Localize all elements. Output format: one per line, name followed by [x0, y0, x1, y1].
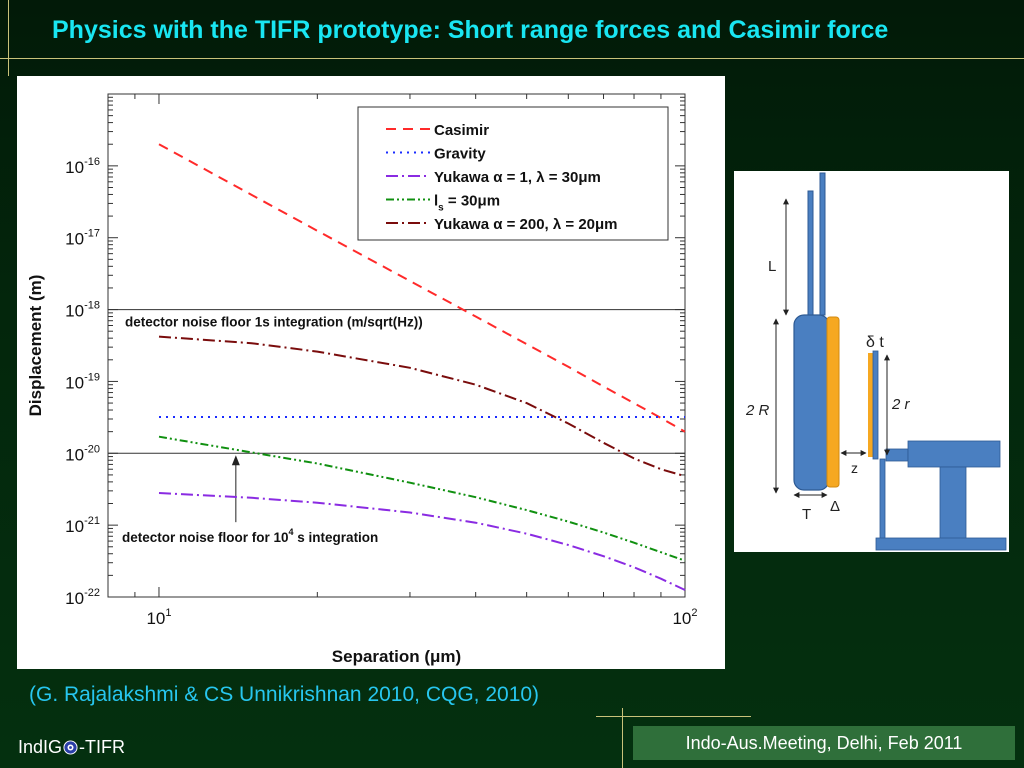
- x-tick-label: 102: [672, 607, 697, 628]
- y-tick-label: 10-22: [65, 587, 100, 608]
- y-tick-label: 10-16: [65, 156, 100, 177]
- displacement-chart: 10-16 10-17 10-18 10-19 10-20 10-21 10-22 101 10…: [26, 93, 698, 666]
- pendulum-rod-right: [819, 172, 826, 316]
- footer-brand-pre: IndIG: [18, 737, 63, 757]
- apparatus-diagram: L 2 R 2 r δ t z T Δ: [745, 172, 1007, 551]
- y-axis-label: Displacement (m): [26, 275, 45, 417]
- legend-label-2: Yukawa α = 1, λ = 30μm: [434, 169, 601, 186]
- plot-frame: [107, 93, 686, 598]
- diagram-label-z: z: [851, 460, 858, 476]
- diagram-label-L: L: [768, 258, 776, 275]
- y-tick-label: 10-19: [65, 371, 100, 392]
- mount-stem: [879, 458, 886, 540]
- diagram-label-T: T: [802, 506, 811, 523]
- series-line-4: [158, 335, 686, 478]
- decor-line-top-left-vertical: [8, 0, 9, 76]
- apparatus-diagram-panel: L 2 R 2 r δ t z T Δ: [734, 171, 1009, 552]
- attractor-disk: [793, 314, 830, 491]
- x-tick-label: 101: [146, 607, 171, 628]
- annotation-arrow-head: [231, 455, 240, 466]
- diagram-label-2R: 2 R: [745, 402, 770, 419]
- y-tick-label: 10-18: [65, 300, 100, 321]
- mount-base: [875, 537, 1007, 551]
- gold-plate: [826, 316, 840, 488]
- decor-line-bottom-horizontal: [596, 716, 751, 717]
- y-tick-label: 10-21: [65, 515, 100, 536]
- series-line-2: [158, 492, 686, 591]
- legend-label-3: ls = 30μm: [434, 193, 500, 214]
- slide-title: Physics with the TIFR prototype: Short r…: [52, 16, 889, 44]
- decor-line-bottom-vertical: [622, 708, 623, 768]
- series-line-0: [158, 143, 686, 433]
- footer-meeting-label: Indo-Aus.Meeting, Delhi, Feb 2011: [633, 726, 1015, 760]
- diagram-label-delta: Δ: [830, 498, 840, 515]
- test-plate-orange: [868, 353, 873, 457]
- test-plate-blue: [872, 350, 879, 460]
- x-axis-label: Separation (μm): [332, 647, 461, 666]
- mount-top-bar: [907, 440, 1001, 468]
- legend-label-1: Gravity: [434, 146, 486, 163]
- footer-left-brand: IndIG -TIFR: [18, 737, 125, 758]
- mount-pillar: [939, 466, 967, 540]
- series-line-3: [158, 435, 686, 562]
- citation: (G. Rajalakshmi & CS Unnikrishnan 2010, …: [29, 683, 540, 706]
- decor-line-top-horizontal: [0, 58, 1024, 59]
- noise-floor-label-long: detector noise floor for 104 s integrati…: [122, 527, 378, 545]
- indigo-logo-icon: [63, 740, 78, 755]
- legend-label-0: Casimir: [434, 122, 489, 139]
- pendulum-rod-left: [807, 190, 814, 316]
- legend-box: [357, 106, 669, 241]
- mount-connector: [885, 448, 909, 462]
- legend-label-4: Yukawa α = 200, λ = 20μm: [434, 216, 618, 233]
- diagram-label-dt: δ t: [866, 334, 884, 351]
- y-tick-label: 10-17: [65, 228, 100, 249]
- noise-floor-label-1s: detector noise floor 1s integration (m/s…: [125, 315, 423, 330]
- chart-panel: 10-16 10-17 10-18 10-19 10-20 10-21 10-22 101 10…: [17, 76, 725, 669]
- diagram-label-2r: 2 r: [891, 396, 911, 413]
- footer-brand-post: -TIFR: [79, 737, 126, 757]
- y-tick-label: 10-20: [65, 443, 100, 464]
